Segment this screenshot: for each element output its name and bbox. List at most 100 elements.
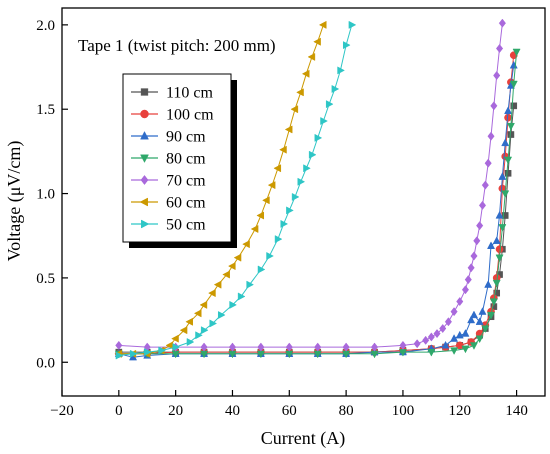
data-point: [467, 315, 476, 324]
data-point: [512, 48, 521, 57]
data-point: [348, 20, 357, 29]
legend-item: 90 cm: [131, 129, 206, 146]
data-point: [510, 102, 518, 110]
data-point: [257, 342, 265, 352]
data-point: [172, 343, 181, 352]
data-point: [115, 340, 123, 350]
legend-item: 60 cm: [131, 195, 206, 212]
data-point: [478, 307, 487, 315]
data-point: [456, 296, 464, 307]
data-point: [495, 43, 504, 54]
data-point: [193, 309, 202, 318]
data-point: [461, 345, 470, 354]
data-point: [320, 117, 328, 126]
data-point: [475, 317, 484, 325]
data-point: [450, 347, 459, 355]
data-point: [444, 317, 452, 327]
data-point: [290, 105, 299, 114]
data-point: [209, 319, 218, 328]
data-point: [286, 206, 294, 215]
data-point: [227, 262, 236, 271]
data-point: [158, 346, 166, 355]
y-tick-label: 0.5: [36, 271, 55, 287]
data-point: [217, 311, 226, 320]
legend-marker: [140, 174, 149, 186]
data-point: [469, 310, 478, 319]
data-point: [233, 253, 242, 262]
data-point: [481, 325, 490, 334]
data-point: [262, 196, 270, 205]
data-point: [297, 177, 306, 186]
legend-item: 50 cm: [131, 217, 206, 234]
data-point: [498, 172, 507, 180]
data-point: [256, 211, 265, 220]
data-point: [314, 133, 323, 142]
legend-item: 70 cm: [131, 173, 206, 190]
data-point: [455, 341, 464, 350]
data-point: [469, 342, 478, 350]
data-point: [495, 254, 504, 263]
legend-item: 110 cm: [131, 85, 214, 102]
data-point: [439, 323, 447, 334]
data-point: [506, 122, 515, 131]
data-point: [307, 52, 316, 61]
data-point: [274, 235, 283, 244]
data-point: [492, 279, 501, 288]
data-point: [200, 342, 208, 352]
data-point: [498, 224, 507, 232]
plot-frame: [61, 7, 546, 397]
data-point: [337, 66, 345, 75]
data-point: [501, 138, 510, 147]
legend-marker: [139, 197, 148, 207]
data-point: [461, 285, 470, 295]
data-point: [495, 245, 504, 254]
legend-label: 70 cm: [166, 173, 206, 190]
data-point: [200, 326, 209, 335]
x-tick-label: 100: [392, 403, 415, 419]
data-point: [509, 80, 518, 89]
data-point: [199, 300, 208, 309]
legend-marker: [141, 219, 150, 229]
data-point: [250, 224, 259, 234]
data-point: [467, 263, 475, 273]
data-point: [242, 240, 250, 249]
data-point: [266, 251, 274, 260]
data-point: [475, 335, 484, 344]
legend-marker: [140, 131, 149, 140]
series-80-cm: [114, 48, 521, 359]
data-point: [484, 158, 492, 168]
legend-label: 50 cm: [166, 217, 206, 234]
x-tick-label: 80: [339, 403, 354, 419]
legend-marker: [140, 88, 149, 96]
data-point: [237, 292, 246, 301]
data-point: [504, 156, 513, 165]
data-point: [279, 145, 287, 154]
x-axis: −20 0 20 40 60 80 100 120 140: [50, 390, 528, 419]
data-point: [179, 326, 188, 335]
annotation-text: Tape 1 (twist pitch: 200 mm): [78, 36, 276, 55]
x-tick-label: 140: [505, 403, 528, 419]
data-point: [399, 340, 407, 350]
data-point: [331, 84, 340, 93]
data-point: [257, 265, 266, 274]
series-70-cm: [115, 18, 506, 352]
data-point: [325, 100, 334, 109]
data-point: [342, 41, 351, 50]
data-point: [492, 236, 501, 244]
y-tick-label: 0.0: [36, 355, 55, 371]
data-point: [273, 164, 282, 173]
data-point: [450, 307, 458, 317]
data-point: [171, 334, 179, 343]
x-axis-title: Current (A): [261, 428, 345, 449]
data-point: [501, 212, 509, 219]
data-point: [115, 351, 124, 360]
legend-label: 90 cm: [166, 129, 206, 146]
data-point: [195, 331, 203, 340]
x-tick-label: 20: [168, 403, 183, 419]
data-point: [504, 170, 512, 177]
data-point: [422, 335, 430, 345]
data-point: [478, 200, 487, 210]
x-tick-label: 60: [282, 403, 297, 419]
legend-label: 80 cm: [166, 151, 206, 168]
